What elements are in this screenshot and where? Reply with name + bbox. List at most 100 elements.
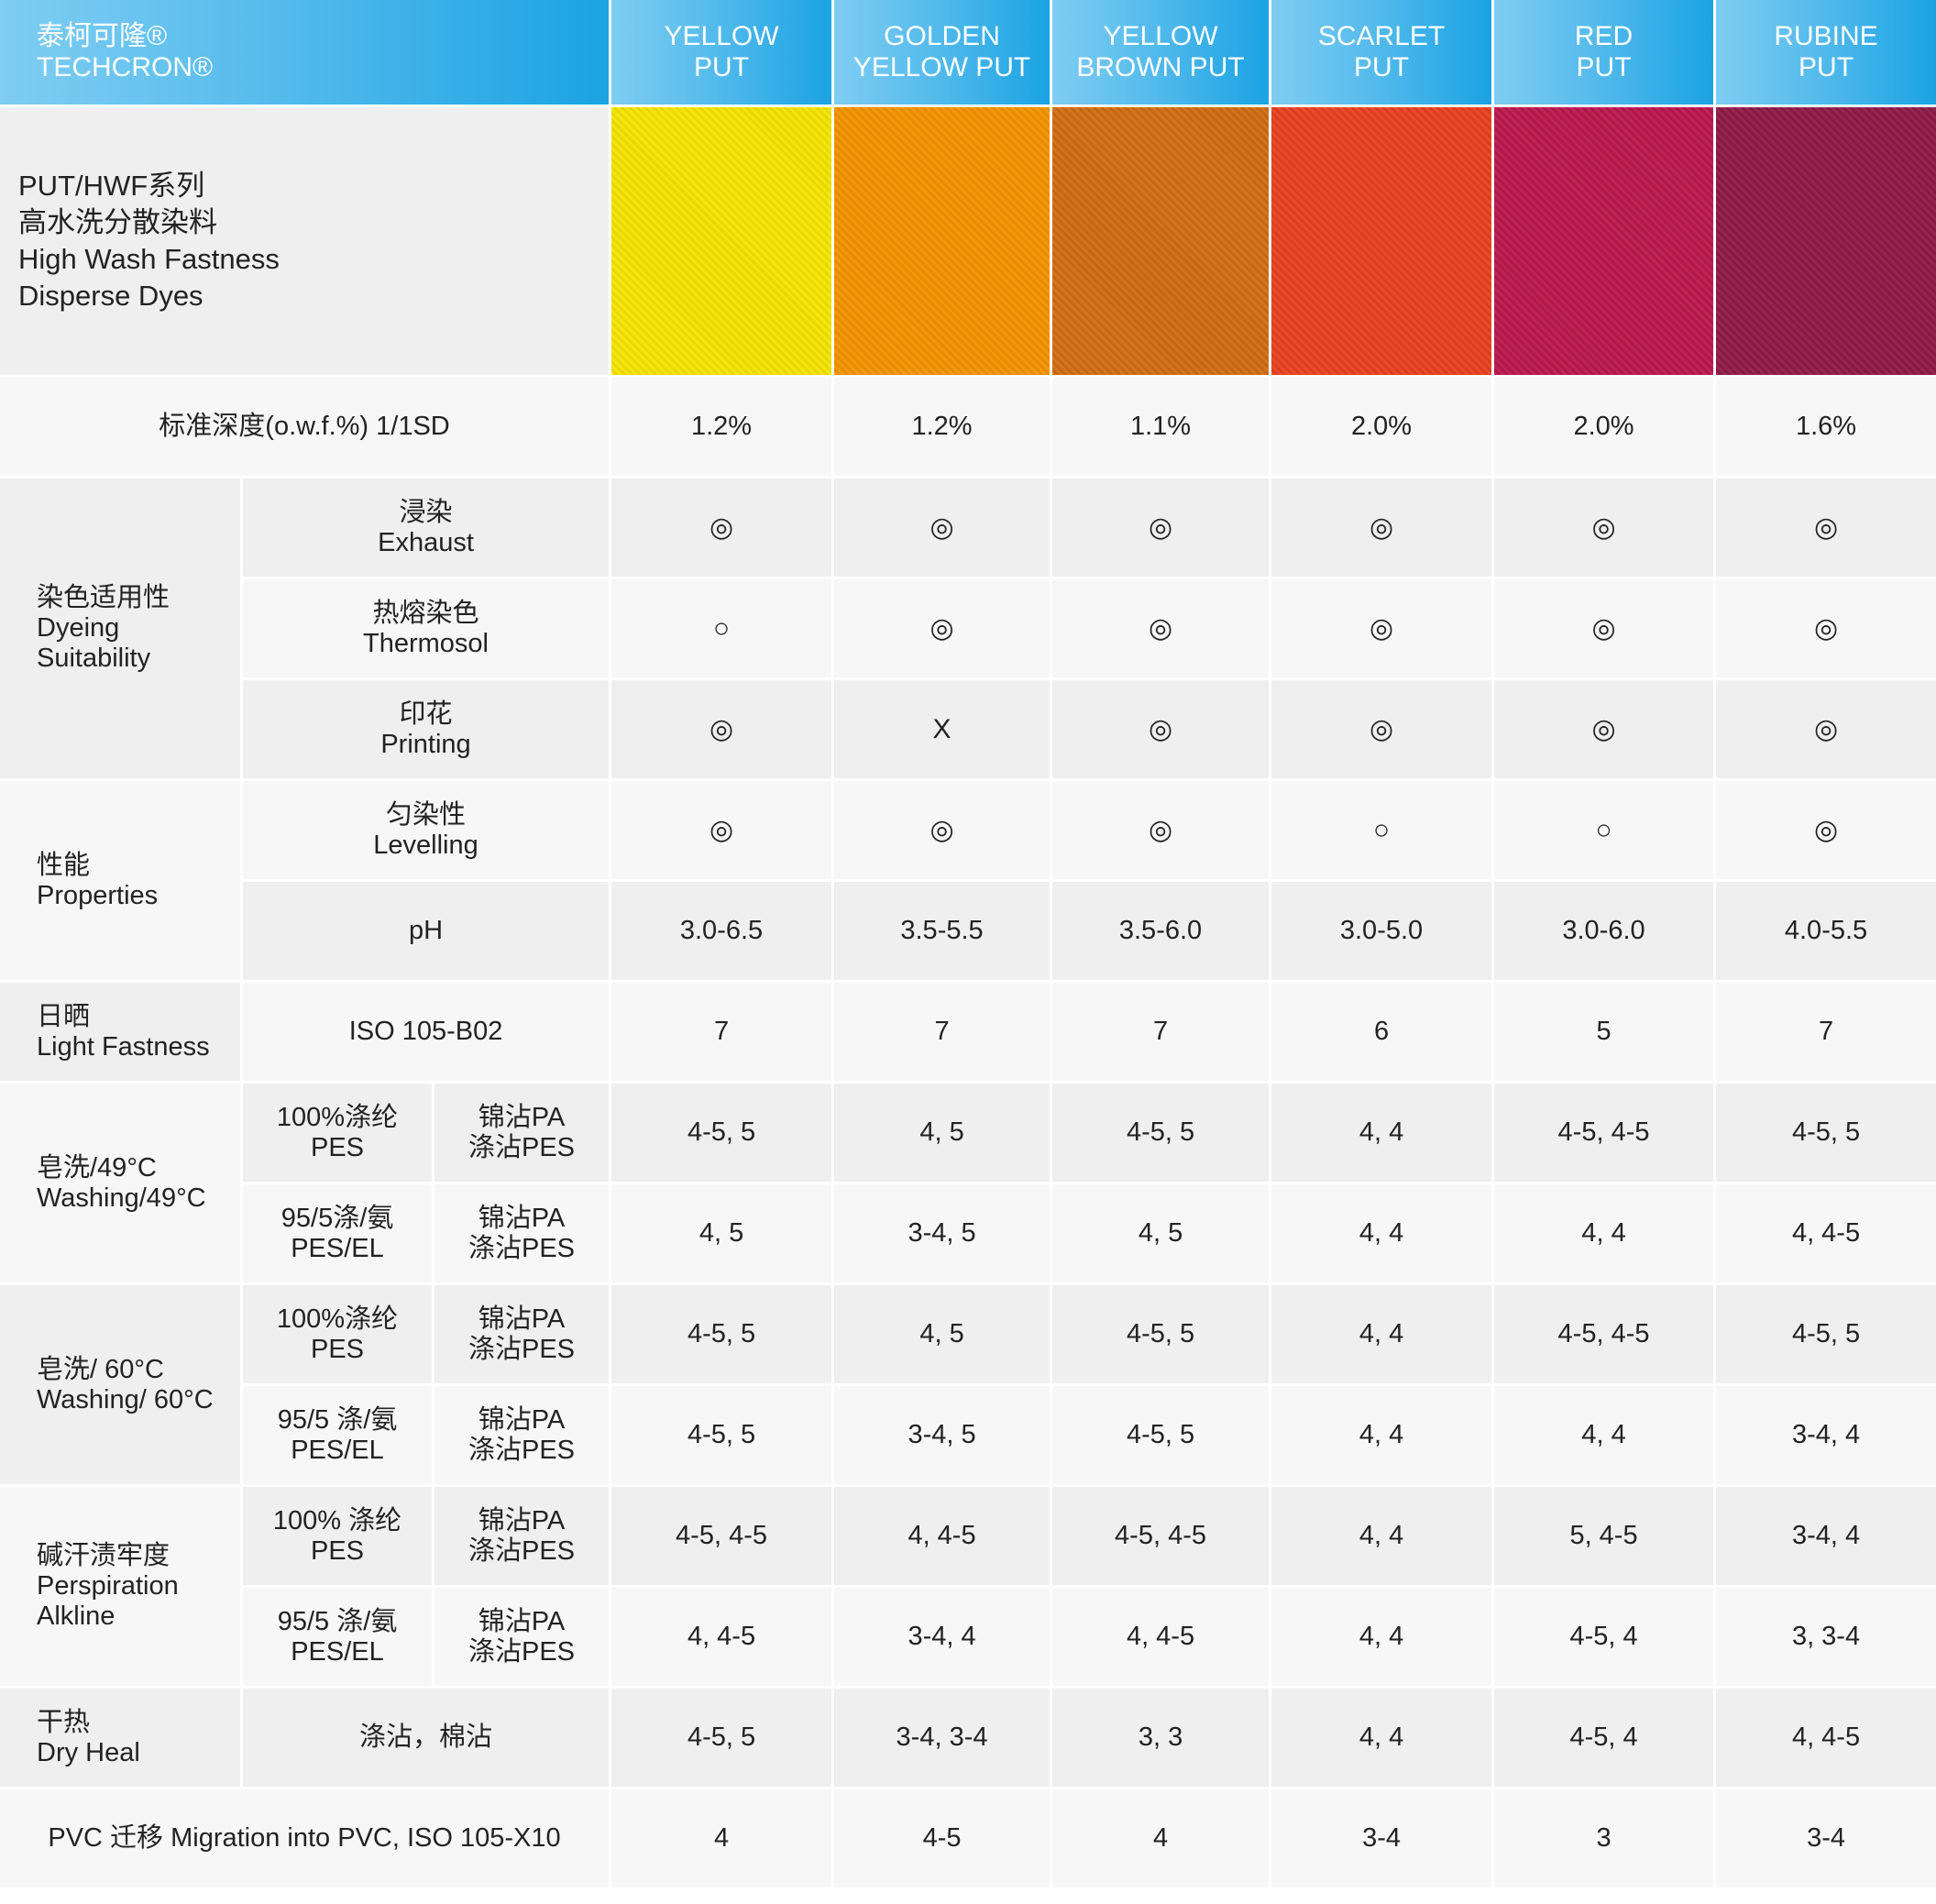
product-header: RUBINE PUT — [1716, 0, 1936, 105]
value-cell: 1.6% — [1716, 378, 1936, 476]
value-cell: ○ — [1271, 781, 1492, 879]
sub-row-label: 浸染 Exhaust — [243, 479, 610, 577]
stain-label: 锦沾PA 涤沾PES — [434, 1487, 610, 1585]
text-line: 锦沾PA — [478, 1304, 566, 1334]
value-cell: 4, 5 — [834, 1084, 1050, 1182]
text-line: 锦沾PA — [478, 1203, 566, 1233]
value-cell: 7 — [1716, 983, 1936, 1081]
color-swatch — [1052, 107, 1270, 375]
text-line: Alkline — [37, 1601, 116, 1631]
value-cell: 4, 4-5 — [1716, 1184, 1936, 1282]
value-cell: ◎ — [1716, 579, 1936, 677]
text-line: Washing/ 60°C — [37, 1384, 214, 1414]
text-line: YELLOW PUT — [852, 52, 1031, 83]
sub-row-label: 热熔染色 Thermosol — [243, 579, 610, 677]
stain-label: 锦沾PA 涤沾PES — [434, 1386, 610, 1484]
value-cell: 4-5, 4-5 — [611, 1487, 832, 1585]
table-row: 热熔染色 Thermosol ○ ◎ ◎ ◎ ◎ ◎ — [0, 579, 1936, 677]
value-cell: X — [834, 680, 1050, 778]
row-label: PVC 迁移 Migration into PVC, ISO 105-X10 — [0, 1789, 610, 1887]
text-line: RUBINE — [1774, 21, 1878, 51]
value-cell: ◎ — [1271, 479, 1492, 577]
table-row: 碱汗渍牢度 Perspiration Alkline 100% 涤纶 PES 锦沾PA 涤沾… — [0, 1487, 1936, 1686]
value-cell: 4, 4 — [1271, 1084, 1492, 1182]
header-row: 泰柯可隆® TECHCRON® YELLOW PUT GOLDEN YELLOW PUT Y… — [0, 0, 1936, 105]
text-line: 涤沾，棉沾 — [359, 1722, 493, 1752]
text-line: 涤沾PES — [468, 1435, 576, 1465]
value-cell: 4-5, 4-5 — [1494, 1084, 1714, 1182]
stain-label: 锦沾PA 涤沾PES — [434, 1184, 610, 1282]
text-line: 印花 — [399, 699, 453, 729]
value-cell: 3, 3 — [1052, 1689, 1270, 1787]
fabric-label: 100%涤纶 PES — [243, 1084, 432, 1182]
text-line: PES/EL — [291, 1233, 384, 1263]
text-line: PES — [310, 1334, 365, 1364]
value-cell: ◎ — [834, 781, 1050, 879]
value-cell: 3, 3-4 — [1716, 1588, 1936, 1686]
text-line: Perspiration — [37, 1571, 179, 1601]
color-swatch — [1271, 107, 1492, 375]
value-cell: 3-4, 4 — [1716, 1487, 1936, 1585]
value-cell: 4-5, 5 — [1716, 1285, 1936, 1383]
value-cell: 3.0-6.5 — [611, 882, 832, 980]
group-label: 性能 Properties — [0, 781, 240, 980]
text-line: Thermosol — [363, 628, 490, 658]
text-line: PES/EL — [291, 1435, 384, 1465]
text-line: YELLOW — [664, 21, 779, 51]
value-cell: 3-4, 5 — [834, 1184, 1050, 1282]
text-line: 碱汗渍牢度 — [37, 1541, 170, 1570]
value-cell: ◎ — [834, 479, 1050, 577]
fabric-label: 95/5 涤/氨 PES/EL — [243, 1588, 432, 1686]
group-label: 皂洗/49°C Washing/49°C — [0, 1084, 240, 1282]
text-line: 泰柯可隆® — [37, 21, 168, 51]
text-line: 皂洗/49°C — [37, 1152, 157, 1183]
product-header: YELLOW PUT — [611, 0, 832, 105]
table-row: 印花 Printing ◎ X ◎ ◎ ◎ ◎ — [0, 680, 1936, 778]
fabric-label: 95/5涤/氨 PES/EL — [243, 1184, 432, 1282]
text-line: PES — [310, 1132, 365, 1162]
row-label: 标准深度(o.w.f.%) 1/1SD — [0, 378, 610, 476]
value-cell: 1.2% — [834, 378, 1050, 476]
value-cell: 4, 4-5 — [611, 1588, 832, 1686]
table-row: 干热 Dry Heal 涤沾，棉沾 4-5, 5 3-4, 3-4 3, 3 4, 4 4-5… — [0, 1689, 1936, 1787]
value-cell: 7 — [1052, 983, 1270, 1081]
text-line: Dyeing — [37, 613, 120, 643]
value-cell: ◎ — [611, 680, 832, 778]
value-cell: ◎ — [1494, 579, 1714, 677]
text-line: 涤沾PES — [468, 1132, 576, 1162]
text-line: PUT/HWF系列 — [18, 170, 205, 202]
value-cell: ◎ — [834, 579, 1050, 677]
table-row: pH 3.0-6.5 3.5-5.5 3.5-6.0 3.0-5.0 3.0-6.0 4.0… — [0, 882, 1936, 980]
text-line: Dry Heal — [37, 1737, 140, 1767]
value-cell: 3-4 — [1716, 1789, 1936, 1887]
product-header: YELLOW BROWN PUT — [1052, 0, 1270, 105]
text-line: Light Fastness — [37, 1031, 210, 1062]
value-cell: 1.1% — [1052, 378, 1270, 476]
group-label: 干热 Dry Heal — [0, 1689, 240, 1787]
sub-row-label: ISO 105-B02 — [243, 983, 610, 1081]
series-title: PUT/HWF系列 高水洗分散染料 High Wash Fastness Disper… — [0, 107, 610, 375]
fabric-label: 95/5 涤/氨 PES/EL — [243, 1386, 432, 1484]
value-cell: 7 — [834, 983, 1050, 1081]
value-cell: 2.0% — [1271, 378, 1492, 476]
text-line: PUT — [1576, 52, 1632, 83]
value-cell: 4, 4 — [1271, 1689, 1492, 1787]
value-cell: 4, 5 — [834, 1285, 1050, 1383]
value-cell: ◎ — [611, 479, 832, 577]
text-line: 涤沾PES — [468, 1233, 576, 1263]
value-cell: 4.0-5.5 — [1716, 882, 1936, 980]
table-row: 皂洗/ 60°C Washing/ 60°C 100%涤纶 PES 锦沾PA 涤沾PES 4… — [0, 1285, 1936, 1484]
text-line: YELLOW — [1103, 21, 1218, 51]
text-line: 锦沾PA — [478, 1505, 566, 1535]
text-line: 95/5 涤/氨 — [277, 1606, 398, 1636]
value-cell: 3.0-6.0 — [1494, 882, 1714, 980]
text-line: ISO 105-B02 — [348, 1017, 503, 1046]
fabric-label: 100%涤纶 PES — [243, 1285, 432, 1383]
text-line: 染色适用性 — [37, 583, 170, 612]
text-line: 涤沾PES — [468, 1636, 576, 1667]
standard-depth-row: 标准深度(o.w.f.%) 1/1SD 1.2% 1.2% 1.1% 2.0% 2.0% 1… — [0, 378, 1936, 476]
text-line: PUT — [1354, 52, 1410, 83]
value-cell: 4-5, 4 — [1494, 1689, 1714, 1787]
value-cell: 4, 4 — [1271, 1487, 1492, 1585]
text-line: 热熔染色 — [372, 598, 479, 628]
